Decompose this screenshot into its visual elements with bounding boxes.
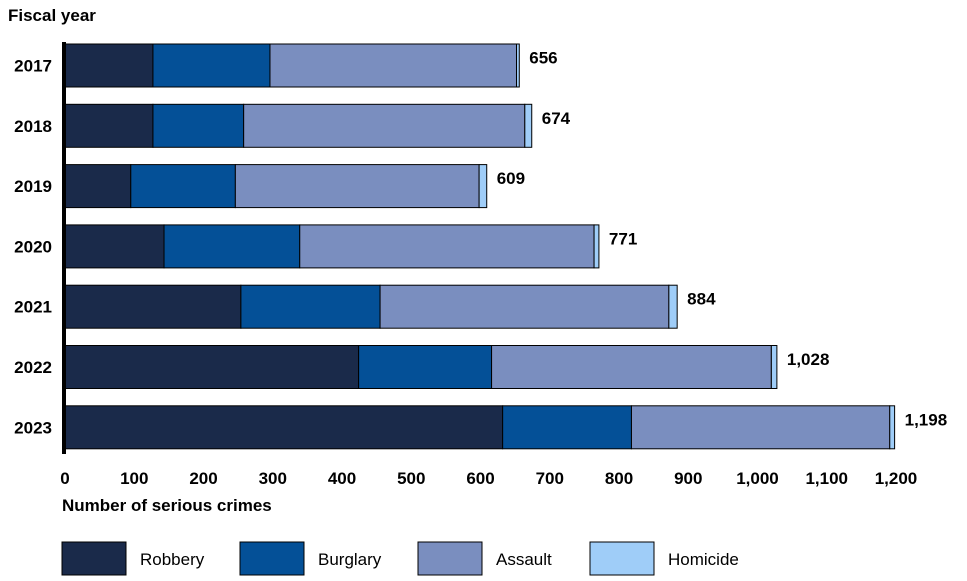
x-tick-label: 600 (466, 469, 494, 488)
bar-burglary-2018 (152, 103, 245, 148)
total-label-2018: 674 (542, 109, 571, 128)
x-tick-label: 700 (536, 469, 564, 488)
bar-burglary-2017 (152, 43, 271, 88)
x-tick-label: 1,000 (736, 469, 779, 488)
y-tick-label-2019: 2019 (14, 177, 52, 196)
legend: Robbery Burglary Assault Homicide (61, 541, 739, 576)
bar-assault-2022 (491, 345, 772, 389)
total-label-2022: 1,028 (787, 350, 830, 369)
legend-swatch-burglary (239, 541, 305, 576)
x-tick-label: 800 (605, 469, 633, 488)
legend-swatch-homicide (589, 541, 655, 576)
bar-homicide-2022 (770, 345, 778, 389)
bar-robbery-2021 (64, 284, 242, 329)
x-tick-label: 1,200 (875, 469, 918, 488)
bar-burglary-2022 (358, 345, 493, 389)
labels-layer: 2017 656 2018 674 2019 609 2020 771 2021 884 2022 1… (14, 49, 947, 438)
bar-assault-2020 (299, 224, 595, 269)
bar-assault-2018 (243, 103, 526, 148)
legend-label-burglary: Burglary (318, 550, 382, 569)
x-tick-label: 100 (120, 469, 148, 488)
total-label-2017: 656 (529, 49, 557, 68)
x-tick-label: 900 (674, 469, 702, 488)
bar-homicide-2017 (516, 43, 520, 88)
y-tick-label-2017: 2017 (14, 57, 52, 76)
bar-robbery-2020 (64, 224, 165, 269)
x-axis-title: Number of serious crimes (62, 496, 272, 515)
bars-layer (64, 43, 896, 450)
legend-label-homicide: Homicide (668, 550, 739, 569)
bar-burglary-2021 (240, 284, 381, 329)
bar-robbery-2023 (64, 405, 504, 450)
bar-assault-2023 (630, 405, 891, 450)
y-tick-label-2018: 2018 (14, 117, 52, 136)
legend-label-robbery: Robbery (140, 550, 205, 569)
bar-assault-2017 (269, 43, 518, 88)
bar-homicide-2020 (593, 224, 600, 269)
total-label-2020: 771 (609, 229, 637, 248)
x-tick-label: 0 (60, 469, 69, 488)
y-tick-label-2021: 2021 (14, 298, 52, 317)
bar-robbery-2022 (64, 345, 360, 389)
bar-robbery-2018 (64, 103, 154, 148)
x-tick-label: 200 (189, 469, 217, 488)
total-label-2021: 884 (687, 290, 716, 309)
y-tick-label-2023: 2023 (14, 418, 52, 437)
bar-burglary-2020 (163, 224, 301, 269)
total-label-2023: 1,198 (905, 410, 948, 429)
bar-burglary-2023 (502, 405, 632, 450)
bar-homicide-2023 (889, 405, 896, 450)
x-tick-label: 400 (328, 469, 356, 488)
bar-burglary-2019 (130, 164, 236, 209)
x-tick-label: 1,100 (805, 469, 848, 488)
x-tick-label: 500 (397, 469, 425, 488)
legend-swatch-assault (417, 541, 483, 576)
y-axis-title: Fiscal year (8, 6, 96, 25)
y-axis-line (62, 42, 66, 454)
bar-homicide-2021 (668, 284, 678, 329)
x-tick-labels: 0 100 200 300 400 500 600 700 800 900 1,000 1,100 1,… (60, 469, 917, 488)
bar-robbery-2017 (64, 43, 154, 88)
bar-robbery-2019 (64, 164, 132, 209)
bar-homicide-2019 (478, 164, 488, 209)
y-tick-label-2020: 2020 (14, 237, 52, 256)
bar-assault-2021 (379, 284, 670, 329)
bar-assault-2019 (234, 164, 480, 209)
x-tick-label: 300 (259, 469, 287, 488)
y-tick-label-2022: 2022 (14, 358, 52, 377)
legend-swatch-robbery (61, 541, 127, 576)
total-label-2019: 609 (497, 169, 525, 188)
legend-label-assault: Assault (496, 550, 552, 569)
bar-homicide-2018 (524, 103, 533, 148)
